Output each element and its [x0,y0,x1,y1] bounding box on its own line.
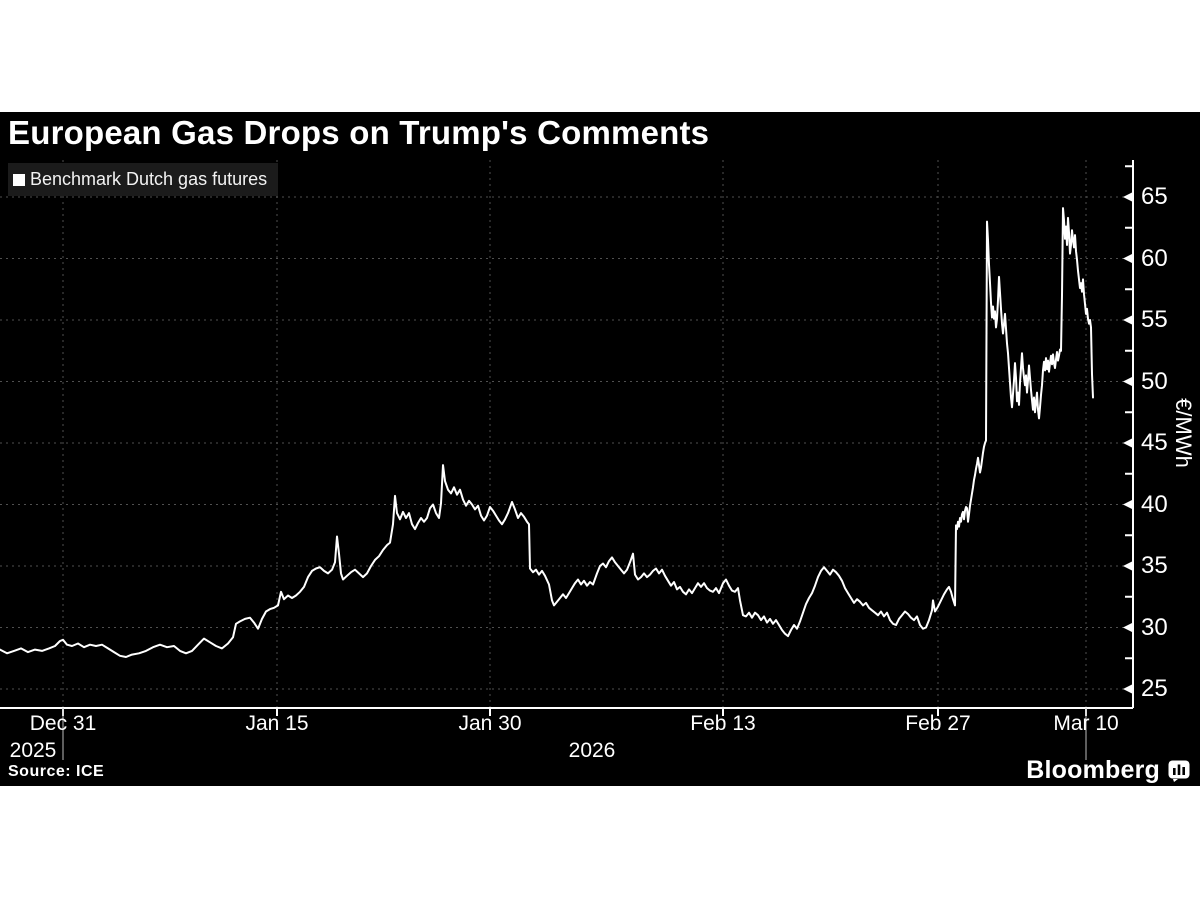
source-attribution: Source: ICE [8,763,105,780]
y-axis-tick-label: 35 [1141,552,1168,579]
x-axis-tick-label: Mar 10 [1053,712,1119,735]
x-axis-year-label: 2026 [568,739,616,762]
bloomberg-terminal-icon [1168,760,1190,782]
x-axis-tick-label: Feb 13 [690,712,756,735]
chart-panel: European Gas Drops on Trump's Comments B… [0,112,1200,786]
y-axis-unit-label: €/MWh [1171,398,1196,468]
y-axis-tick-label: 65 [1141,183,1168,210]
y-axis-tick-label: 30 [1141,613,1168,641]
x-axis-tick-label: Feb 27 [905,712,971,735]
chart-title: European Gas Drops on Trump's Comments [8,114,710,151]
legend: Benchmark Dutch gas futures [8,163,278,196]
x-axis-tick-label: Jan 15 [245,712,309,735]
y-axis-tick-label: 25 [1141,675,1168,702]
y-axis-tick-label: 40 [1141,490,1168,518]
legend-label: Benchmark Dutch gas futures [30,169,268,189]
x-axis-tick-label: Jan 30 [458,712,522,735]
brand-wordmark: Bloomberg [1026,756,1160,784]
y-axis-tick-label: 50 [1141,367,1168,395]
plot-area [0,160,1134,760]
brand-logo: Bloomberg [1026,756,1190,785]
y-axis-tick-label: 55 [1141,306,1168,333]
x-axis-year-label: 2025 [9,739,57,762]
legend-swatch-icon [13,173,25,186]
y-axis-tick-label: 45 [1141,429,1168,456]
y-axis-tick-label: 60 [1141,244,1168,272]
x-axis-tick-label: Dec 31 [29,712,97,735]
